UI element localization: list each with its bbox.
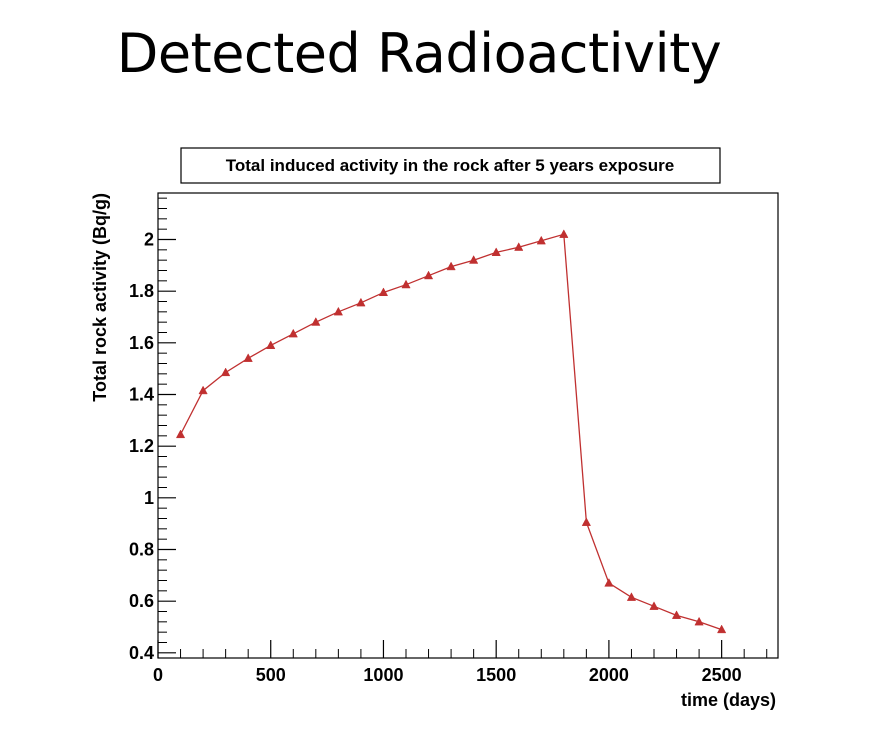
y-tick-label: 1.6: [129, 333, 154, 353]
tick-labels: 0.4 0.6 0.8 1 1.2 1.4 1.6 1.8 2 0 500 1000 1500 2000 2…: [129, 230, 742, 686]
data-point-marker: [626, 592, 637, 601]
y-axis-title: Total rock activity (Bq/g): [90, 193, 110, 402]
data-point-marker: [423, 270, 434, 280]
data-point-marker: [469, 255, 479, 264]
x-tick-label: 1500: [476, 665, 516, 685]
data-point-marker: [559, 229, 569, 238]
plot-title-box: [180, 147, 721, 184]
x-tick-label: 1000: [363, 665, 403, 685]
y-tick-label: 0.6: [129, 591, 154, 611]
data-point-marker: [288, 328, 298, 338]
data-point-marker: [604, 578, 614, 587]
data-point-marker: [401, 279, 411, 289]
y-tick-label: 1.8: [129, 281, 154, 301]
data-point-marker: [221, 367, 231, 377]
y-tick-label: 0.8: [129, 540, 154, 560]
data-point-marker: [694, 616, 704, 626]
data-point-marker: [536, 235, 546, 245]
y-tick-label: 1.2: [129, 436, 154, 456]
data-point-marker: [378, 287, 389, 297]
data-point-marker: [356, 297, 366, 307]
y-tick-label: 1: [144, 488, 154, 508]
data-point-marker: [717, 624, 727, 634]
x-tick-label: 500: [256, 665, 286, 685]
x-tick-label: 2500: [702, 665, 742, 685]
plot-title: Total induced activity in the rock after…: [226, 156, 674, 175]
data-point-marker: [243, 353, 253, 362]
data-point-marker: [175, 429, 186, 439]
series-line: [179, 233, 722, 631]
x-tick-label: 0: [153, 665, 163, 685]
y-tick-label: 1.4: [129, 385, 154, 405]
series-group: [175, 229, 727, 634]
data-point-marker: [491, 247, 501, 256]
data-point-marker: [671, 610, 682, 619]
data-point-marker: [514, 242, 524, 251]
data-point-marker: [311, 317, 321, 326]
data-point-marker: [581, 517, 591, 526]
data-point-marker: [198, 385, 208, 395]
slide-title: Detected Radioactivity: [116, 22, 722, 85]
data-point-marker: [266, 340, 276, 349]
axis-ticks: [157, 197, 768, 658]
data-point-marker: [649, 601, 659, 610]
data-point-marker: [333, 306, 343, 316]
y-tick-label: 2: [144, 230, 154, 250]
x-tick-label: 2000: [589, 665, 629, 685]
x-axis-title: time (days): [681, 690, 776, 710]
data-point-marker: [446, 261, 456, 271]
plot-frame: [157, 192, 779, 659]
y-tick-label: 0.4: [129, 643, 154, 663]
